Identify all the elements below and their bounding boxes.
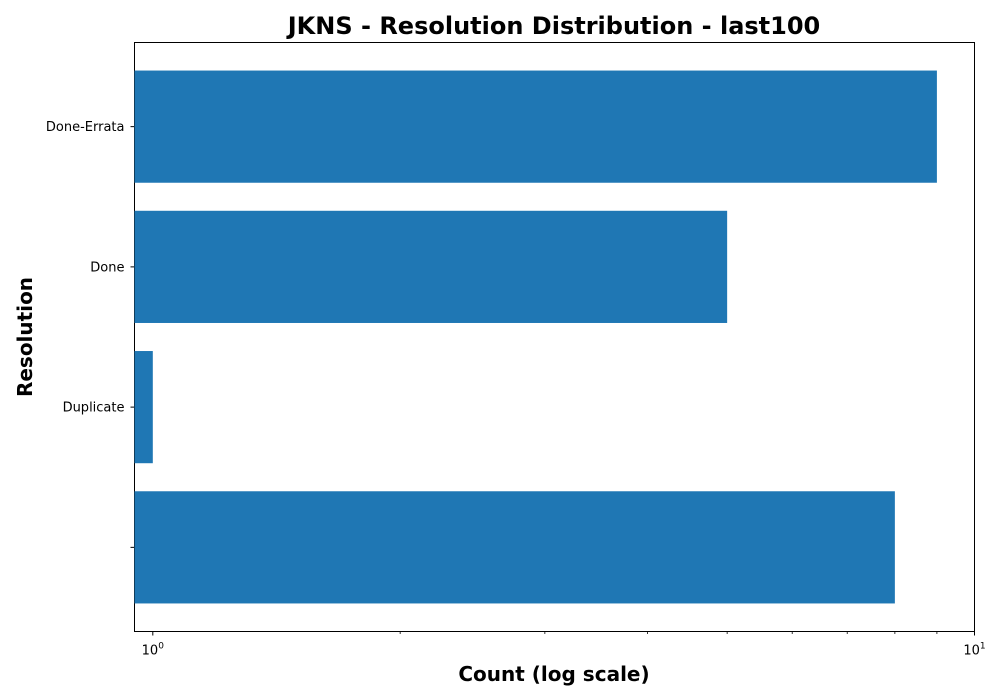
bar-done bbox=[134, 210, 728, 323]
y-tick-label: Duplicate bbox=[63, 401, 125, 416]
x-tick-label: 101 bbox=[963, 642, 985, 659]
x-tick-label-base: 10 bbox=[142, 644, 159, 659]
x-tick-label-base: 10 bbox=[963, 644, 980, 659]
x-tick-label-exponent: 0 bbox=[158, 642, 164, 652]
chart-title: JKNS - Resolution Distribution - last100 bbox=[286, 12, 821, 40]
x-axis-ticks: 100 101 bbox=[142, 631, 986, 659]
x-axis-label: Count (log scale) bbox=[458, 662, 649, 686]
bar-duplicate bbox=[134, 351, 153, 464]
y-axis-ticks: Done-Errata Done Duplicate bbox=[46, 120, 135, 548]
x-tick-label: 100 bbox=[142, 642, 165, 659]
y-tick-label: Done-Errata bbox=[46, 120, 125, 135]
y-axis-label: Resolution bbox=[13, 277, 37, 397]
x-tick-label-exponent: 1 bbox=[980, 642, 986, 652]
bars-group bbox=[134, 70, 937, 604]
y-tick-label: Done bbox=[90, 260, 124, 275]
bar-done-errata bbox=[134, 70, 937, 183]
bar-unlabeled bbox=[134, 491, 895, 604]
